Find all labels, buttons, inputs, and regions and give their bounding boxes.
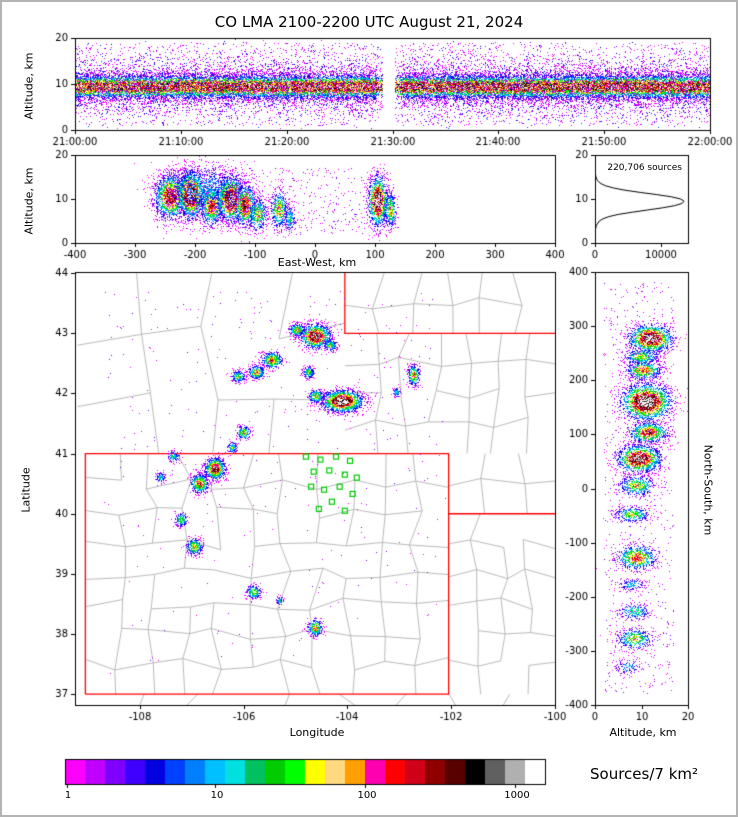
ns-panel-ylabel: North-South, km [701,444,715,536]
ns-panel-xlabel: Altitude, km [609,726,677,739]
source-count-annotation: 220,706 sources [607,163,682,173]
map-xlabel: Longitude [289,726,345,739]
colorbar-tick-100: 100 [357,790,377,801]
ew-panel-ylabel: Altitude, km [22,167,36,235]
colorbar-label: Sources/7 km² [590,765,699,783]
ew-panel-xlabel: East-West, km [277,256,357,269]
time-panel-ylabel: Altitude, km [22,52,36,120]
map-ylabel: Latitude [19,467,33,513]
colorbar-tick-1000: 1000 [504,790,530,801]
colorbar-tick-10: 10 [210,790,224,801]
colorbar-tick-1: 1 [64,790,72,801]
page-title: CO LMA 2100-2200 UTC August 21, 2024 [214,13,524,31]
